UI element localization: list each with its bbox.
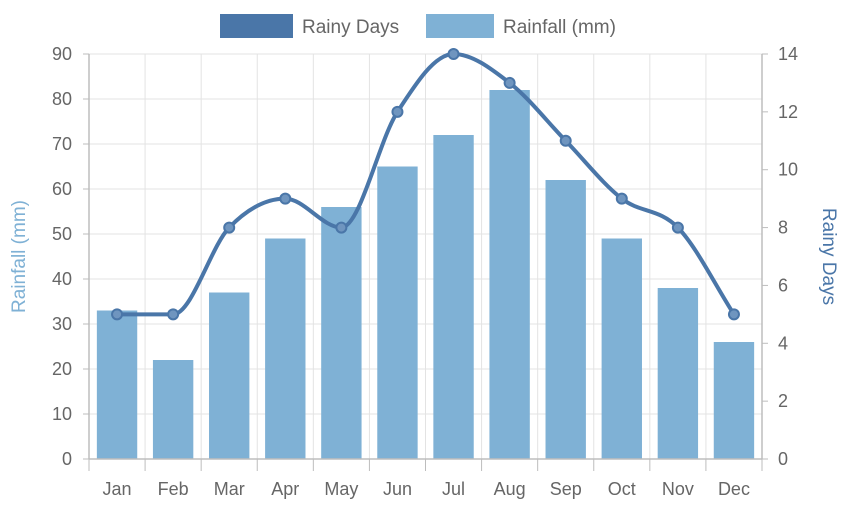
bar-sep: [545, 180, 586, 459]
y-left-tick-label: 40: [52, 269, 72, 289]
y-left-tick-label: 30: [52, 314, 72, 334]
bar-may: [321, 207, 362, 459]
y-right-tick-label: 0: [778, 449, 788, 469]
x-tick-label: Sep: [550, 479, 582, 499]
x-tick-label: Apr: [271, 479, 299, 499]
point-jul: [447, 48, 460, 60]
x-tick-label: Mar: [214, 479, 245, 499]
bar-dec: [713, 342, 755, 459]
point-apr: [279, 192, 292, 205]
point-dec: [727, 308, 740, 321]
legend-label: Rainy Days: [302, 17, 399, 38]
y-right-tick-label: 10: [778, 160, 798, 180]
y-left-tick-label: 50: [52, 224, 72, 244]
y-left-tick-label: 60: [52, 179, 72, 199]
line-series-rainy-days: [111, 48, 740, 321]
y-left-axis-title: Rainfall (mm): [9, 200, 30, 313]
x-tick-label: May: [324, 479, 358, 499]
y-left-tick-label: 80: [52, 89, 72, 109]
bar-jun: [377, 166, 418, 459]
y-left-tick-label: 10: [52, 404, 72, 424]
legend-swatch: [220, 14, 293, 38]
y-right-tick-label: 12: [778, 102, 798, 122]
y-right-tick-label: 8: [778, 218, 788, 238]
point-sep: [559, 134, 572, 147]
x-tick-label: Nov: [662, 479, 694, 499]
bar-feb: [152, 360, 194, 459]
point-feb: [167, 308, 180, 321]
y-left-tick-label: 90: [52, 44, 72, 64]
point-aug: [503, 76, 516, 89]
y-right-tick-label: 14: [778, 44, 798, 64]
y-right-axis-title: Rainy Days: [818, 208, 839, 305]
x-tick-label: Feb: [158, 479, 189, 499]
point-oct: [615, 192, 628, 205]
x-tick-label: Jul: [442, 479, 465, 499]
point-jan: [111, 308, 124, 321]
legend: Rainy Days Rainfall (mm): [220, 14, 616, 38]
x-tick-label: Oct: [608, 479, 636, 499]
point-jun: [391, 105, 404, 118]
x-tick-label: Jan: [103, 479, 132, 499]
legend-label: Rainfall (mm): [503, 17, 616, 38]
bar-series-rainfall: [96, 90, 755, 459]
bar-aug: [489, 90, 530, 459]
y-right-tick-label: 4: [778, 333, 788, 353]
y-left-tick-label: 70: [52, 134, 72, 154]
bar-jan: [96, 310, 138, 459]
axes: 0 10 20 30 40 50 60 70 80 90 0 2 4 6 8 10 12 14 Jan Feb Mar A…: [9, 44, 839, 499]
legend-swatch: [426, 14, 494, 38]
point-may: [335, 221, 348, 234]
x-tick-label: Dec: [718, 479, 750, 499]
point-mar: [223, 221, 236, 234]
y-left-tick-label: 0: [62, 449, 72, 469]
bar-oct: [601, 238, 642, 459]
bar-nov: [657, 288, 699, 459]
bar-apr: [265, 238, 306, 459]
point-nov: [671, 221, 684, 234]
y-right-tick-label: 6: [778, 275, 788, 295]
y-left-tick-label: 20: [52, 359, 72, 379]
bar-mar: [209, 292, 250, 459]
x-tick-label: Aug: [494, 479, 526, 499]
x-tick-label: Jun: [383, 479, 412, 499]
bar-jul: [433, 135, 474, 459]
y-right-tick-label: 2: [778, 391, 788, 411]
